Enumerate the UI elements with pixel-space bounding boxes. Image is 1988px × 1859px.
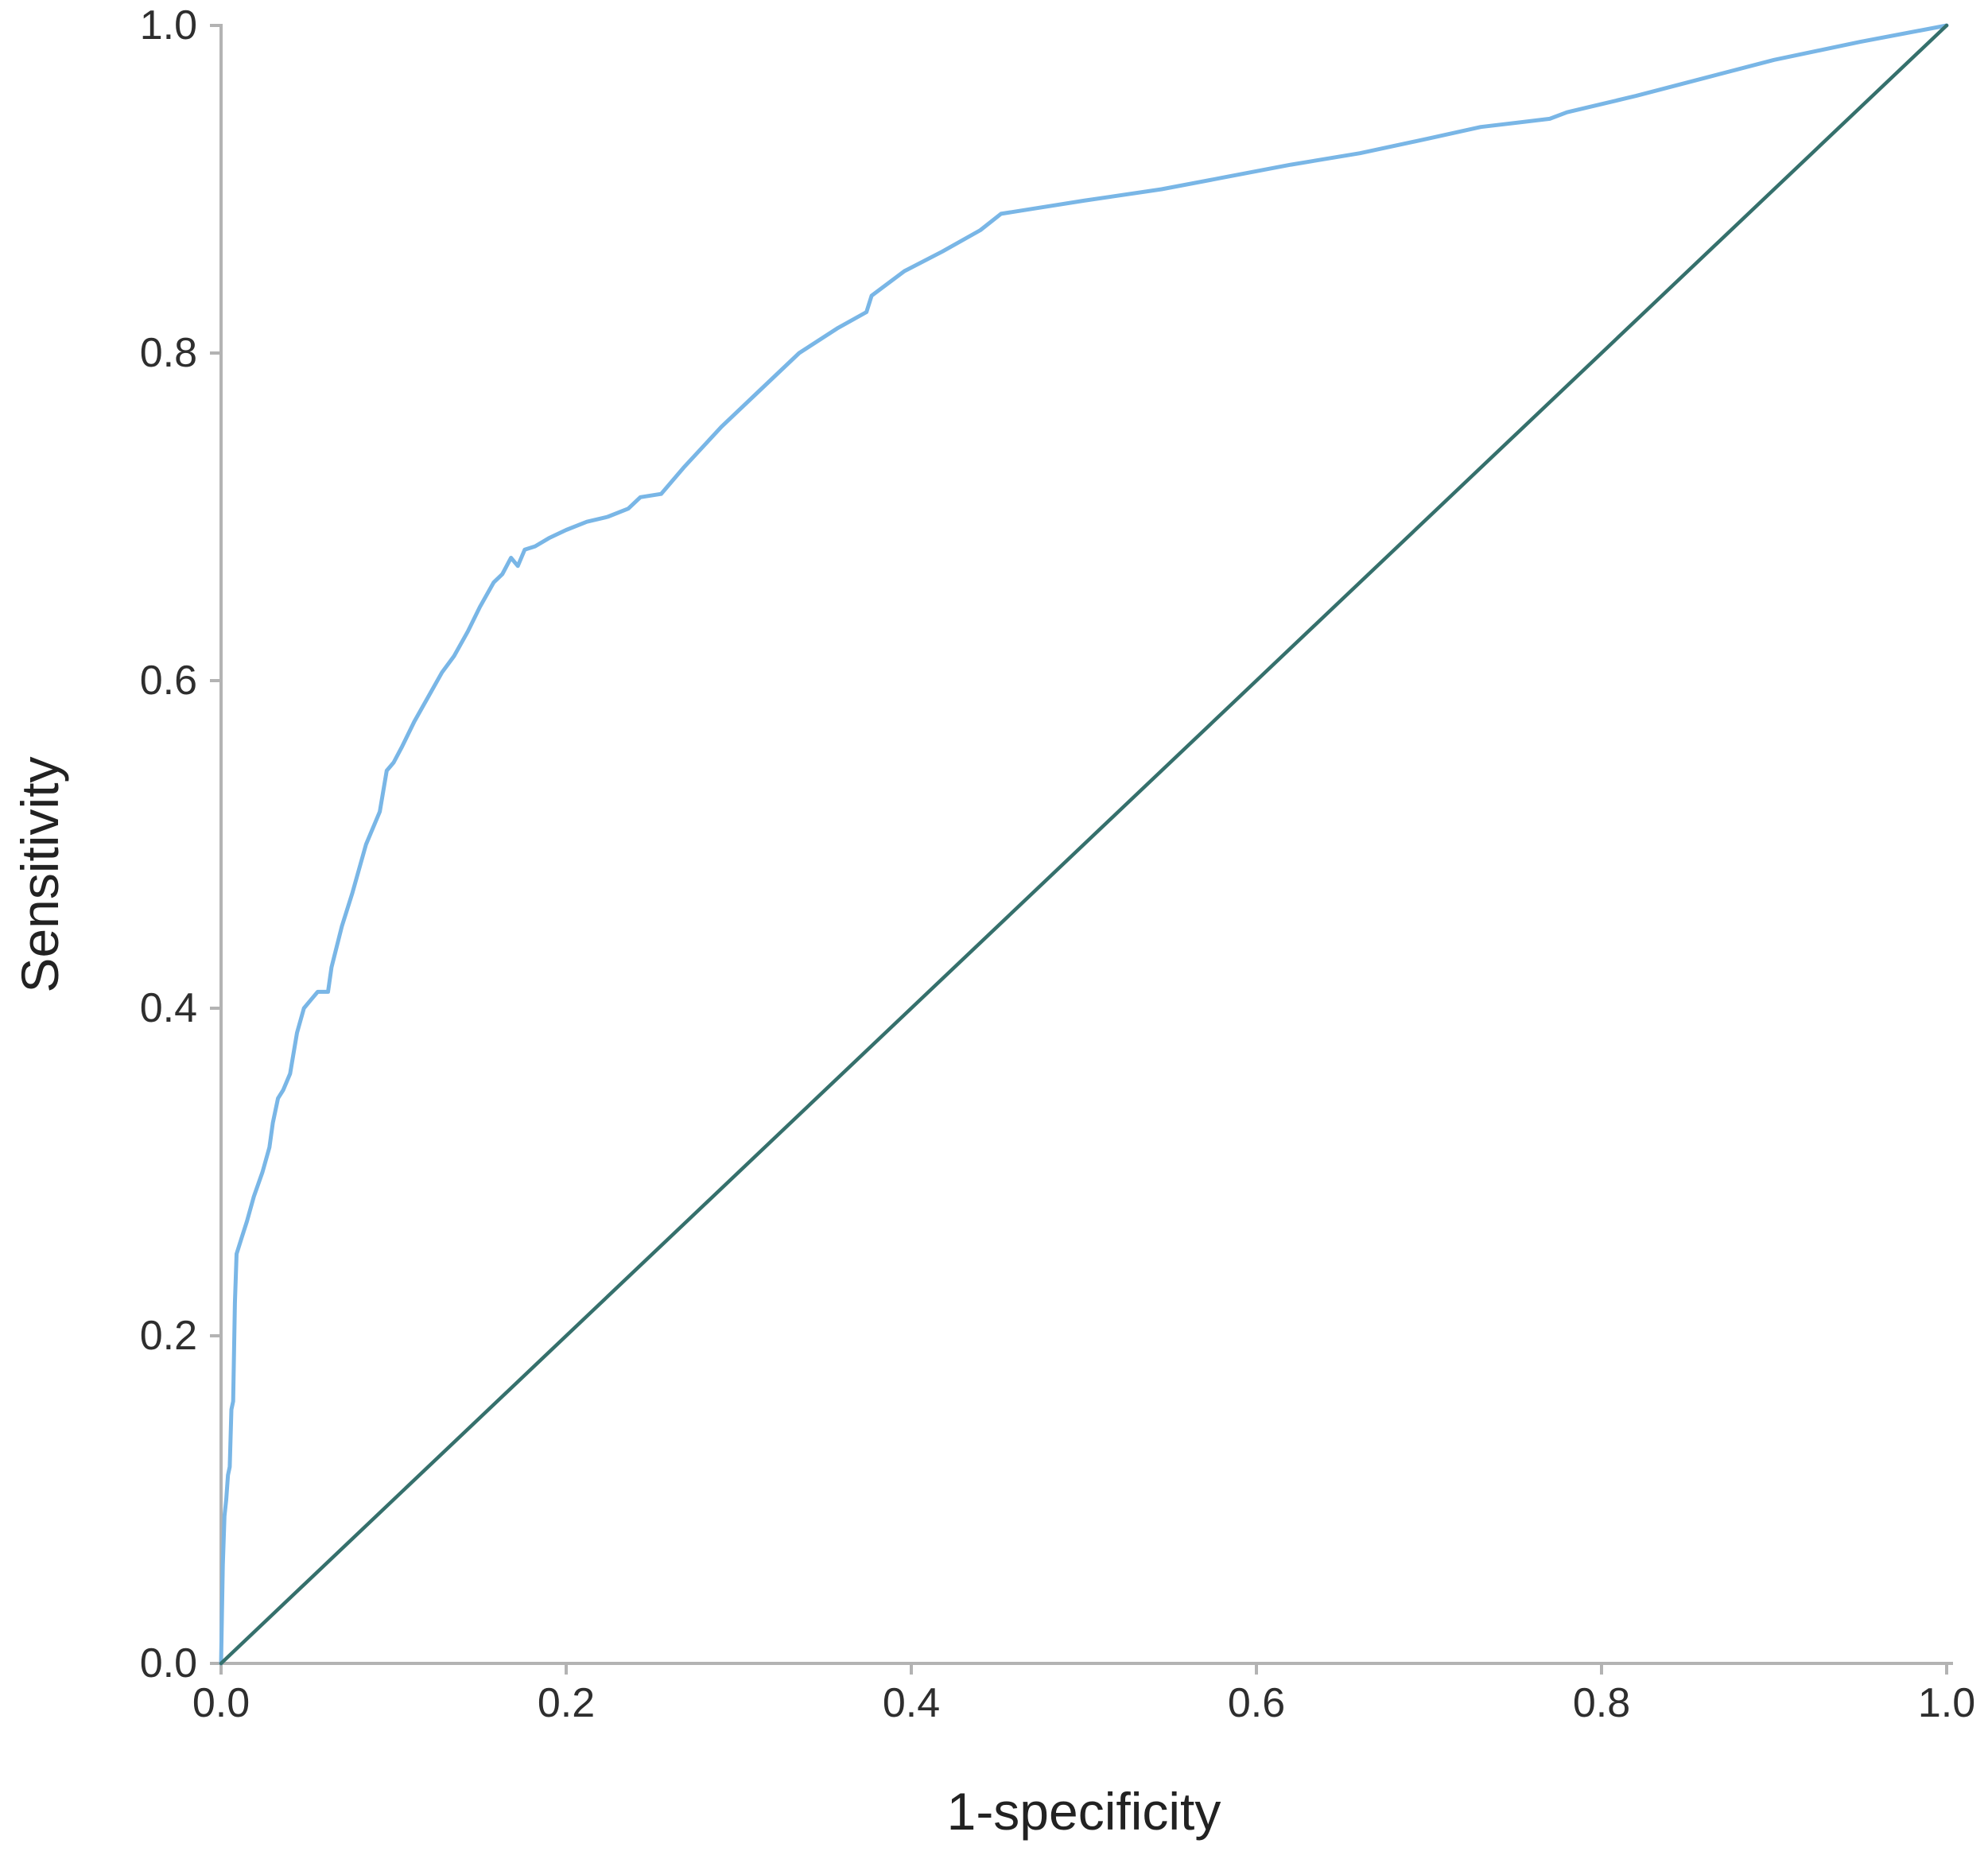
y-tick-label: 0.4: [139, 985, 197, 1031]
reference-diagonal-line: [219, 23, 1949, 1666]
y-tick-label: 0.6: [139, 658, 197, 704]
x-axis-label: 1-specificity: [946, 1782, 1221, 1841]
x-tick-label: 0.6: [1227, 1680, 1286, 1726]
y-tick-label: 0.8: [139, 330, 197, 376]
x-tick-label: 0.0: [192, 1680, 250, 1726]
x-tick-label: 0.4: [882, 1680, 941, 1726]
x-tick-label: 1.0: [1917, 1680, 1976, 1726]
x-tick-label: 0.8: [1572, 1680, 1631, 1726]
roc-curve-line: [219, 23, 1949, 1666]
y-tick-label: 0.0: [139, 1640, 197, 1686]
x-tick-label: 0.2: [537, 1680, 596, 1726]
y-tick-label: 1.0: [139, 2, 197, 49]
y-tick-label: 0.2: [139, 1313, 197, 1359]
y-axis-label: Sensitivity: [10, 756, 69, 993]
